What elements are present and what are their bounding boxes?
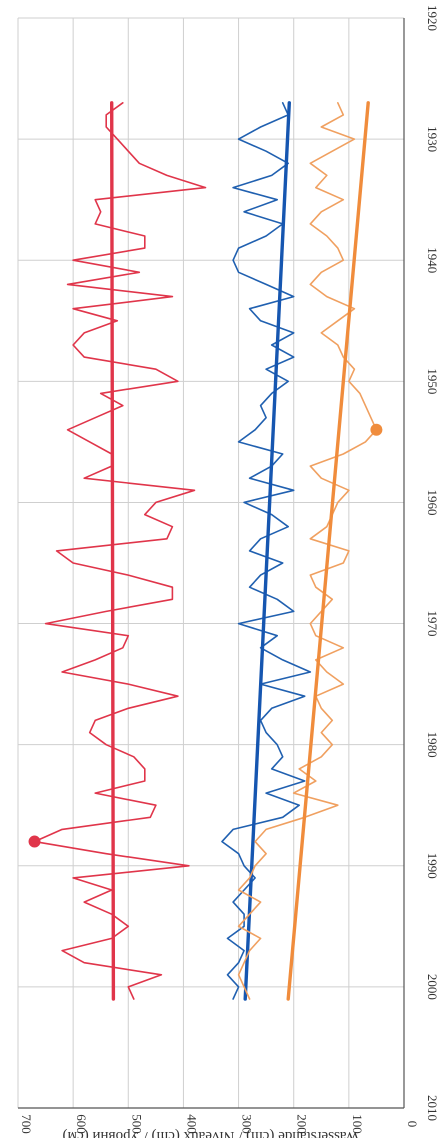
y-tick-label: 500	[129, 1114, 144, 1134]
x-tick-label: 2010	[425, 1095, 440, 1121]
y-tick-label: 700	[19, 1114, 34, 1134]
x-tick-label: 1980	[425, 732, 440, 758]
y-tick-label: 0	[405, 1121, 420, 1128]
x-tick-label: 1990	[425, 853, 440, 879]
marker-point-0	[28, 835, 41, 848]
x-tick-label: 1930	[425, 126, 440, 152]
x-tick-label: 2000	[425, 974, 440, 1000]
x-tick-label: 1970	[425, 611, 440, 637]
trend-line-5	[286, 101, 370, 1001]
x-tick-label: 1950	[425, 368, 440, 394]
tick-labels: 1920193019401950196019701980199020002010…	[19, 5, 440, 1134]
series-line-2	[221, 102, 312, 1000]
series-layer	[28, 101, 383, 1001]
trend-line-1	[109, 101, 116, 1001]
y-tick-label: 100	[350, 1114, 365, 1134]
y-tick-label: 300	[240, 1114, 255, 1134]
marker-point-1	[370, 423, 383, 436]
series-line-4	[237, 102, 378, 1000]
x-tick-label: 1960	[425, 489, 440, 515]
trend-line-3	[243, 101, 291, 1001]
y-tick-label: 400	[184, 1114, 199, 1134]
axes	[18, 18, 405, 1109]
y-axis-title: Wasserstände (cm) / Niveaux (cm) / Уровн…	[63, 1128, 360, 1138]
y-tick-label: 200	[295, 1114, 310, 1134]
y-tick-label: 600	[74, 1114, 89, 1134]
x-tick-label: 1920	[425, 5, 440, 31]
series-line-0	[33, 102, 207, 1000]
x-tick-label: 1940	[425, 247, 440, 273]
